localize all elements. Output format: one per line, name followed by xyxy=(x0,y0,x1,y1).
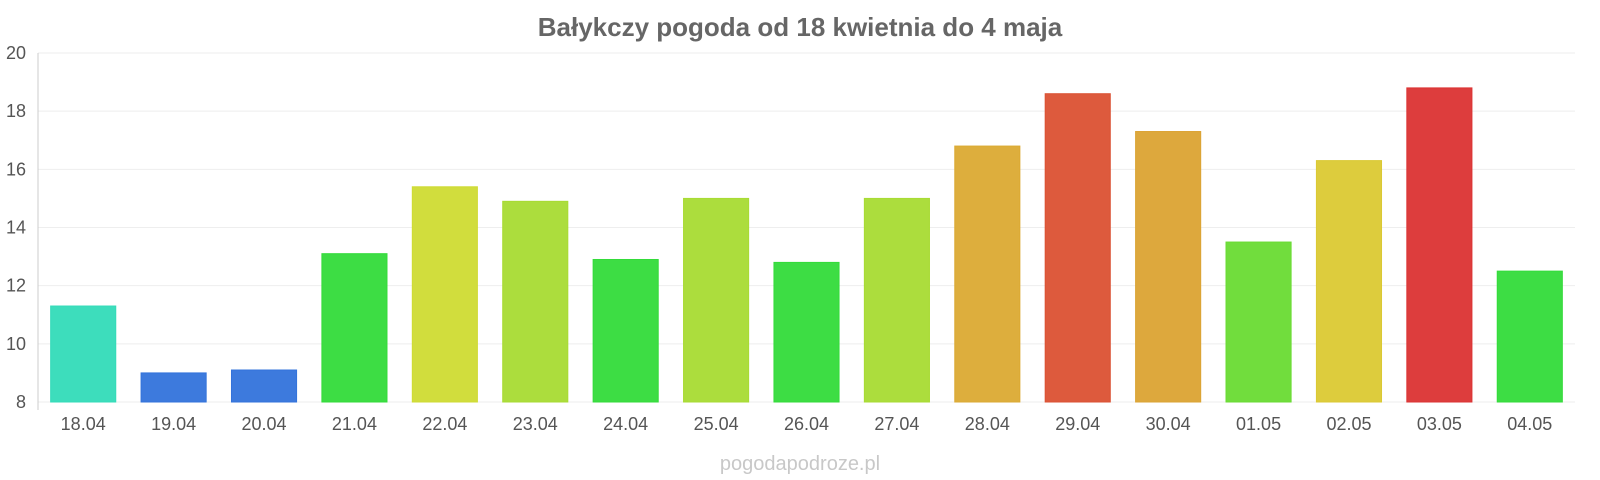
x-tick-label: 26.04 xyxy=(784,414,829,434)
bar xyxy=(230,369,298,403)
x-tick-label: 02.05 xyxy=(1326,414,1371,434)
footer-watermark: pogodapodroze.pl xyxy=(720,453,880,475)
bar xyxy=(411,186,478,403)
bar xyxy=(1496,270,1563,403)
axes: 8 10 12 14 16 18 20 18.04 19.04 20.04 21.04 22.04 23… xyxy=(6,43,1552,434)
y-tick-label: 16 xyxy=(6,159,26,179)
x-tick-label: 24.04 xyxy=(603,414,648,434)
chart-title: Bałykczy pogoda od 18 kwietnia do 4 maja xyxy=(538,12,1063,42)
bar xyxy=(502,200,569,403)
x-tick-label: 23.04 xyxy=(513,414,558,434)
x-tick-label: 04.05 xyxy=(1507,414,1552,434)
bar xyxy=(50,305,117,403)
bar xyxy=(1135,131,1202,403)
bar xyxy=(1225,241,1292,403)
x-tick-label: 21.04 xyxy=(332,414,377,434)
bar xyxy=(773,261,840,403)
y-tick-label: 12 xyxy=(6,276,26,296)
x-tick-label: 20.04 xyxy=(242,414,287,434)
x-tick-label: 03.05 xyxy=(1417,414,1462,434)
bar xyxy=(863,197,930,403)
y-tick-label: 18 xyxy=(6,101,26,121)
y-tick-label: 8 xyxy=(16,392,26,412)
bar xyxy=(140,372,207,403)
bar xyxy=(592,258,659,403)
x-tick-label: 25.04 xyxy=(694,414,739,434)
x-tick-label: 27.04 xyxy=(874,414,919,434)
bar xyxy=(1315,160,1383,403)
bar xyxy=(1406,87,1473,403)
bar xyxy=(321,253,388,403)
x-tick-label: 01.05 xyxy=(1236,414,1281,434)
x-tick-label: 19.04 xyxy=(151,414,196,434)
bar xyxy=(1044,93,1111,403)
x-tick-label: 18.04 xyxy=(61,414,106,434)
bar xyxy=(683,197,750,403)
y-tick-label: 14 xyxy=(6,218,26,238)
y-tick-label: 20 xyxy=(6,43,26,63)
x-tick-label: 22.04 xyxy=(422,414,467,434)
bars xyxy=(50,87,1563,403)
x-tick-label: 30.04 xyxy=(1146,414,1191,434)
x-tick-label: 28.04 xyxy=(965,414,1010,434)
bar xyxy=(954,145,1021,403)
x-tick-label: 29.04 xyxy=(1055,414,1100,434)
y-tick-label: 10 xyxy=(6,334,26,354)
